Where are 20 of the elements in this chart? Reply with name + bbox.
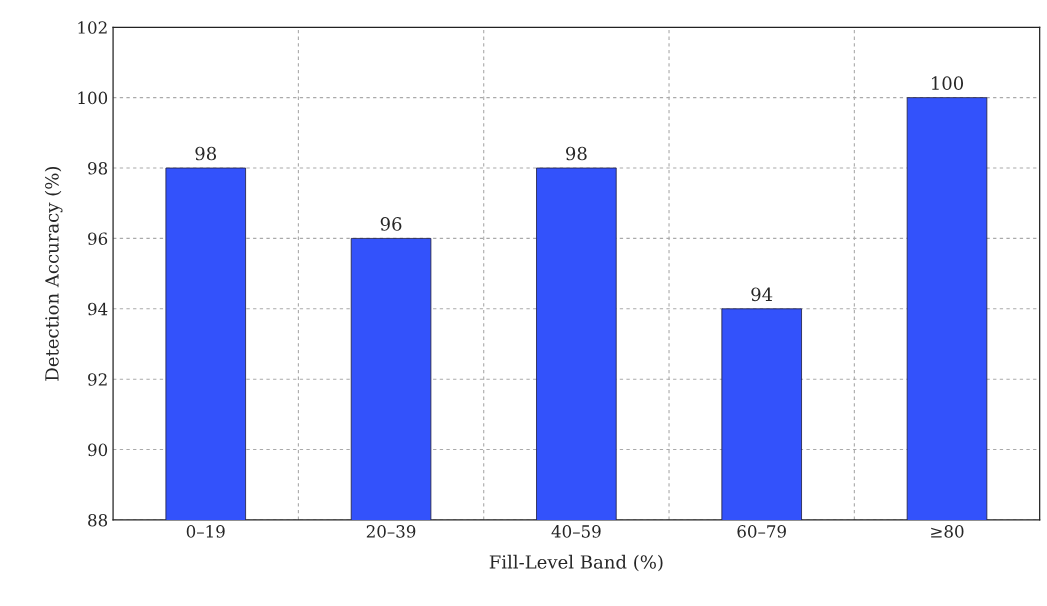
- y-axis-title: Detection Accuracy (%): [44, 167, 63, 381]
- data-label: 100: [931, 76, 964, 90]
- x-tick-label: ≥80: [931, 525, 964, 538]
- data-label: 98: [566, 146, 587, 161]
- x-tick-label: 40–59: [551, 525, 601, 538]
- x-tick-label: 20–39: [366, 525, 416, 538]
- y-tick-label: 100: [78, 91, 108, 105]
- x-axis-title: Fill-Level Band (%): [489, 554, 663, 572]
- y-tick-label: 92: [88, 373, 107, 386]
- data-label: 96: [380, 217, 402, 231]
- data-label: 94: [751, 287, 773, 302]
- y-tick-label: 98: [88, 162, 108, 175]
- y-tick-label: 94: [88, 302, 108, 316]
- x-tick-label: 60–79: [737, 525, 786, 538]
- y-tick-label: 102: [78, 21, 107, 34]
- y-tick-label: 96: [88, 232, 108, 245]
- data-label: 98: [195, 146, 217, 161]
- y-tick-label: 90: [88, 443, 108, 457]
- y-tick-label: 88: [88, 513, 108, 527]
- x-tick-label: 0–19: [186, 525, 225, 538]
